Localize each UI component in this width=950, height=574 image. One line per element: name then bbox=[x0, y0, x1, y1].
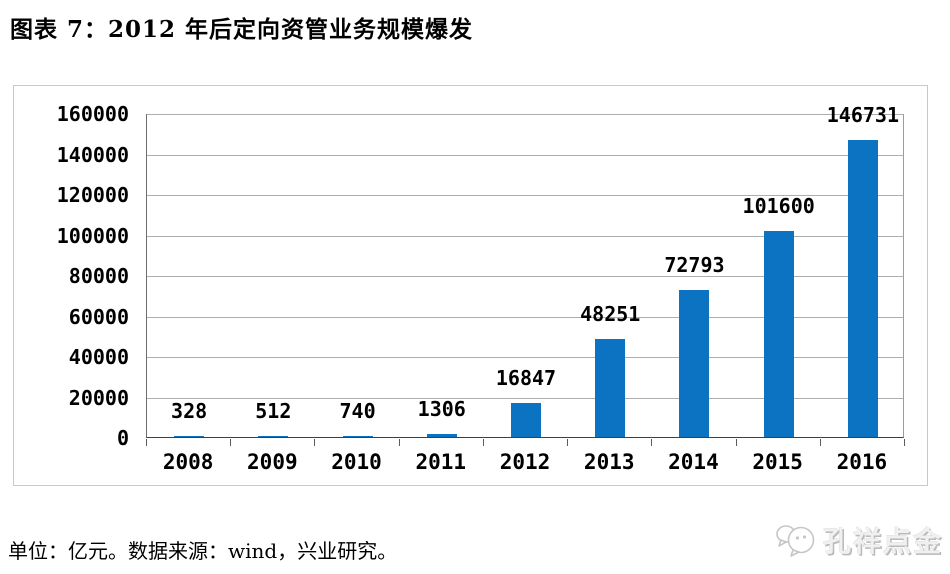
y-axis-tick-label: 20000 bbox=[68, 385, 129, 410]
x-axis-tick-mark bbox=[398, 439, 400, 446]
figure-title: 图表 7：2012 年后定向资管业务规模爆发 bbox=[10, 16, 474, 43]
bar-2010 bbox=[342, 436, 373, 437]
gridline bbox=[147, 114, 903, 115]
x-axis-tick-label: 2009 bbox=[247, 450, 298, 474]
data-label-2016: 146731 bbox=[826, 103, 899, 127]
y-axis-tick-label: 60000 bbox=[68, 304, 129, 329]
y-axis-tick-label: 140000 bbox=[56, 142, 129, 167]
chart-frame: 328 512 740 1306 16847 48251 72793 101600 146731… bbox=[13, 85, 928, 486]
y-axis-tick-label: 100000 bbox=[56, 223, 129, 248]
gridline bbox=[147, 357, 903, 358]
data-label-2013: 48251 bbox=[580, 302, 641, 326]
watermark: 孔祥点金 bbox=[775, 520, 943, 560]
y-axis-tick-label: 120000 bbox=[56, 183, 129, 207]
x-axis-tick-mark bbox=[314, 439, 316, 446]
data-label-2012: 16847 bbox=[495, 366, 557, 390]
x-axis-tick-mark bbox=[819, 439, 821, 446]
bar-2015 bbox=[763, 231, 794, 437]
x-axis-tick-mark bbox=[230, 439, 232, 446]
bar-2009 bbox=[258, 436, 289, 437]
gridline bbox=[147, 276, 903, 277]
gridline bbox=[147, 397, 903, 399]
bar-2008 bbox=[174, 436, 205, 437]
chat-bubbles-icon bbox=[776, 525, 815, 557]
x-axis-tick-label: 2013 bbox=[583, 450, 635, 474]
bar-2013 bbox=[595, 339, 626, 437]
bar-2011 bbox=[426, 434, 457, 437]
x-axis-tick-label: 2015 bbox=[752, 450, 803, 474]
y-axis-tick-label: 80000 bbox=[68, 264, 129, 288]
bar-2012 bbox=[511, 403, 541, 437]
x-axis-tick-mark bbox=[146, 439, 147, 446]
x-axis-tick-mark bbox=[735, 439, 737, 446]
gridline bbox=[147, 154, 903, 156]
data-label-2010: 740 bbox=[339, 399, 376, 423]
plot-area: 328 512 740 1306 16847 48251 72793 101600 146731 bbox=[146, 105, 904, 438]
bar-2014 bbox=[679, 290, 710, 437]
x-axis-tick-mark bbox=[482, 439, 484, 446]
gridline bbox=[147, 316, 903, 318]
x-axis-tick-label: 2014 bbox=[668, 450, 719, 474]
data-label-2014: 72793 bbox=[664, 253, 725, 277]
gridline bbox=[147, 235, 903, 237]
y-axis-tick-label: 0 bbox=[116, 426, 129, 450]
x-axis-tick-mark bbox=[567, 439, 569, 446]
x-axis-tick-label: 2010 bbox=[331, 450, 382, 474]
y-axis-tick-label: 160000 bbox=[56, 102, 129, 126]
data-label-2011: 1306 bbox=[417, 397, 466, 421]
data-label-2009: 512 bbox=[255, 399, 292, 423]
x-axis-tick-label: 2016 bbox=[836, 450, 888, 474]
y-axis-tick-label: 40000 bbox=[68, 345, 129, 369]
x-axis-tick-label: 2012 bbox=[499, 450, 551, 474]
x-axis-tick-label: 2008 bbox=[162, 450, 214, 474]
watermark-label: 孔祥点金 bbox=[823, 525, 944, 558]
gridline bbox=[147, 195, 903, 196]
data-label-2008: 328 bbox=[171, 399, 208, 423]
x-axis-tick-mark bbox=[651, 439, 653, 446]
x-axis-tick-mark bbox=[904, 439, 905, 446]
data-label-2015: 101600 bbox=[742, 194, 815, 218]
x-axis-tick-label: 2011 bbox=[415, 450, 467, 474]
source-note: 单位：亿元。数据来源：wind，兴业研究。 bbox=[8, 539, 398, 563]
bar-2016 bbox=[847, 140, 878, 437]
